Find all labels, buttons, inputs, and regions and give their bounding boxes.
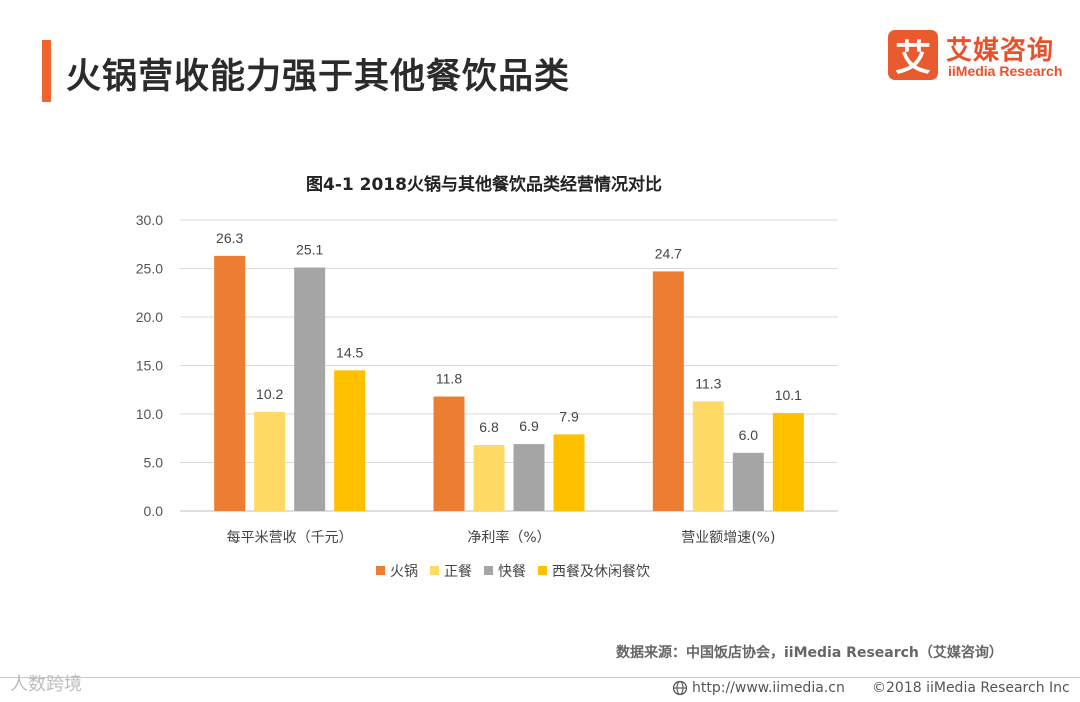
chart-title: 图4-1 2018火锅与其他餐饮品类经营情况对比 — [306, 174, 662, 195]
data-label: 10.2 — [256, 386, 283, 402]
bar — [553, 434, 585, 511]
x-category-label: 每平米营收（千元） — [227, 530, 353, 546]
page-title: 火锅营收能力强于其他餐饮品类 — [66, 57, 571, 97]
logo-mark-icon: 艾 — [888, 30, 938, 80]
legend-swatch — [484, 566, 493, 575]
bar — [433, 396, 465, 511]
legend-swatch — [376, 566, 385, 575]
x-category-label: 营业额增速(%) — [681, 530, 775, 546]
data-label: 10.1 — [775, 387, 802, 403]
y-axis-ticks: 0.0 5.0 10.0 15.0 20.0 25.0 30.0 — [136, 212, 163, 519]
bars — [214, 255, 804, 511]
y-tick-label: 30.0 — [136, 212, 163, 228]
bar — [772, 413, 804, 511]
watermark: 人数跨境 — [10, 674, 82, 695]
y-tick-label: 0.0 — [144, 503, 164, 519]
bar — [214, 255, 246, 511]
data-label: 11.8 — [436, 371, 462, 387]
title-accent-bar — [42, 40, 51, 102]
legend-swatch — [430, 566, 439, 575]
grid-lines — [180, 219, 838, 512]
y-tick-label: 25.0 — [136, 261, 163, 277]
bar — [294, 267, 326, 511]
data-source: 数据来源：中国饭店协会，iiMedia Research（艾媒咨询） — [616, 645, 1003, 661]
copyright: ©2018 iiMedia Research Inc — [872, 680, 1070, 696]
data-labels: 26.3 10.2 25.1 14.5 11.8 6.8 6.9 7.9 24.7 11.3 6.0… — [216, 230, 802, 443]
footer-url[interactable]: http://www.iimedia.cn — [672, 680, 845, 696]
logo-name-en: iiMedia Research — [948, 63, 1063, 79]
data-label: 26.3 — [216, 230, 243, 246]
data-label: 24.7 — [655, 245, 682, 261]
data-label: 6.0 — [739, 427, 759, 443]
legend-label: 快餐 — [498, 564, 526, 580]
legend: 火锅 正餐 快餐 西餐及休闲餐饮 — [376, 564, 650, 580]
data-label: 14.5 — [336, 344, 363, 360]
footer-url-text: http://www.iimedia.cn — [692, 680, 845, 696]
y-tick-label: 10.0 — [136, 406, 163, 422]
x-category-label: 净利率（%） — [467, 529, 550, 546]
data-label: 25.1 — [296, 242, 323, 258]
footer-divider — [0, 677, 1080, 678]
y-tick-label: 15.0 — [136, 358, 163, 374]
bar — [732, 452, 764, 511]
data-label: 6.8 — [479, 419, 499, 435]
legend-label: 西餐及休闲餐饮 — [552, 564, 650, 580]
legend-swatch — [538, 566, 547, 575]
bar — [473, 445, 505, 511]
legend-label: 正餐 — [444, 564, 472, 580]
bar — [652, 271, 684, 511]
y-tick-label: 5.0 — [144, 455, 164, 471]
bar — [513, 444, 545, 511]
x-axis-categories: 每平米营收（千元） 净利率（%） 营业额增速(%) — [227, 529, 776, 546]
bar — [692, 401, 724, 511]
data-label: 11.3 — [695, 375, 721, 391]
data-label: 7.9 — [559, 408, 579, 424]
legend-label: 火锅 — [390, 564, 418, 580]
y-tick-label: 20.0 — [136, 309, 163, 325]
bar — [334, 370, 366, 511]
data-label: 6.9 — [519, 418, 539, 434]
iimedia-logo: 艾 艾媒咨询 iiMedia Research — [888, 30, 1068, 82]
bar — [254, 412, 286, 511]
logo-name-cn: 艾媒咨询 — [946, 36, 1055, 66]
globe-icon — [672, 680, 688, 696]
